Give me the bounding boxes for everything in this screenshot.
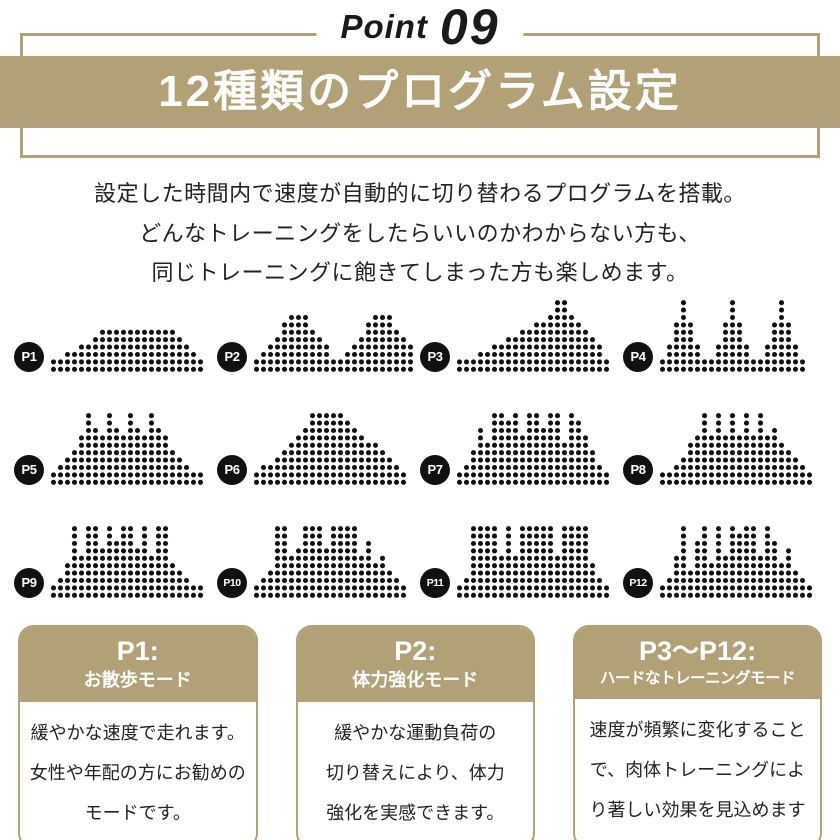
program-badge: P6 <box>217 454 247 485</box>
program-badge: P9 <box>14 567 44 598</box>
program-p8: P8 <box>623 410 826 486</box>
card-body-line: り著しい効果を見込めます <box>589 799 806 820</box>
program-p2: P2 <box>217 297 420 373</box>
program-dot-chart <box>50 412 204 486</box>
program-dot-chart <box>50 299 204 373</box>
card-title: P2: <box>394 635 437 666</box>
program-badge: P7 <box>420 454 450 485</box>
card-p2-mode: P2: 体力強化モード 緩やかな運動負荷の 切り替えにより、体力 強化を実感でき… <box>295 624 536 840</box>
card-subtitle: 体力強化モード <box>352 669 479 690</box>
program-dot-chart <box>456 412 610 486</box>
program-p12: P12 <box>623 523 826 599</box>
card-subtitle: ハードなトレーニングモード <box>600 669 796 687</box>
intro-line: 同じトレーニングに飽きてしまった方も楽しめます。 <box>151 260 689 286</box>
card-body: 速度が頻繁に変化すること で、肉体トレーニングによ り著しい効果を見込めます <box>575 699 820 840</box>
card-body: 緩やかな運動負荷の 切り替えにより、体力 強化を実感できます。 <box>298 702 534 840</box>
program-dot-chart <box>659 412 813 486</box>
program-dot-chart <box>253 299 414 373</box>
program-dot-chart <box>659 525 813 599</box>
program-dot-chart <box>659 299 806 373</box>
program-p6: P6 <box>217 410 420 486</box>
card-subtitle: お散歩モード <box>83 669 192 690</box>
program-badge: P8 <box>623 454 653 485</box>
card-p3-p12-mode: P3〜P12: ハードなトレーニングモード 速度が頻繁に変化すること で、肉体ト… <box>573 624 823 840</box>
card-body: 緩やかな速度で走れます。 女性や年配の方にお勧めの モードです。 <box>20 702 256 840</box>
card-body-line: 女性や年配の方にお勧めの <box>29 763 246 784</box>
program-p4: P4 <box>623 297 826 373</box>
program-badge: P4 <box>623 341 653 372</box>
card-header: P1: お散歩モード <box>20 626 256 703</box>
program-dot-chart <box>253 412 407 486</box>
program-p11: P11 <box>420 523 623 599</box>
intro-paragraph: 設定した時間内で速度が自動的に切り替わるプログラムを搭載。 どんなトレーニングを… <box>0 174 840 293</box>
intro-line: 設定した時間内で速度が自動的に切り替わるプログラムを搭載。 <box>94 181 746 206</box>
card-body-line: で、肉体トレーニングによ <box>589 760 806 781</box>
program-badge: P12 <box>623 567 653 598</box>
card-body-line: モードです。 <box>84 802 191 823</box>
program-badge: P5 <box>14 454 44 485</box>
card-title: P3〜P12: <box>639 635 757 666</box>
intro-line: どんなトレーニングをしたらいいのかわからない方も、 <box>139 220 701 246</box>
section-banner: 12種類のプログラム設定 <box>0 56 840 128</box>
program-badge: P3 <box>420 341 450 372</box>
program-dot-chart <box>456 299 610 373</box>
card-body-line: 切り替えにより、体力 <box>325 763 505 784</box>
card-body-line: 速度が頻繁に変化すること <box>589 720 806 741</box>
point-title: Point 09 <box>316 0 524 55</box>
program-badge: P1 <box>14 341 44 372</box>
program-p7: P7 <box>420 410 623 486</box>
program-grid: P1 P2 P3 P4 P5 P6 P7 P8 P9 P10 P11 <box>0 297 840 599</box>
program-dot-chart <box>456 525 610 599</box>
program-badge: P11 <box>420 567 450 598</box>
program-p9: P9 <box>14 523 217 599</box>
program-p5: P5 <box>14 410 217 486</box>
card-header: P2: 体力強化モード <box>297 626 534 703</box>
point-label: Point <box>340 8 428 45</box>
card-title: P1: <box>116 635 159 666</box>
card-body-line: 緩やかな速度で走れます。 <box>30 723 245 744</box>
program-p1: P1 <box>14 297 217 373</box>
point-number: 09 <box>439 0 500 55</box>
card-body-line: 強化を実感できます。 <box>326 802 505 823</box>
banner-title: 12種類のプログラム設定 <box>158 67 682 116</box>
program-badge: P10 <box>217 567 247 598</box>
card-p1-mode: P1: お散歩モード 緩やかな速度で走れます。 女性や年配の方にお勧めの モード… <box>18 624 258 840</box>
program-p3: P3 <box>420 297 623 373</box>
program-dot-chart <box>50 525 204 599</box>
point-header: Point 09 12種類のプログラム設定 <box>0 0 840 166</box>
program-badge: P2 <box>217 341 247 372</box>
card-body-line: 緩やかな運動負荷の <box>334 723 497 744</box>
program-p10: P10 <box>217 523 420 599</box>
program-dot-chart <box>253 525 407 599</box>
mode-cards: P1: お散歩モード 緩やかな速度で走れます。 女性や年配の方にお勧めの モード… <box>18 624 823 840</box>
card-header: P3〜P12: ハードなトレーニングモード <box>575 626 821 700</box>
